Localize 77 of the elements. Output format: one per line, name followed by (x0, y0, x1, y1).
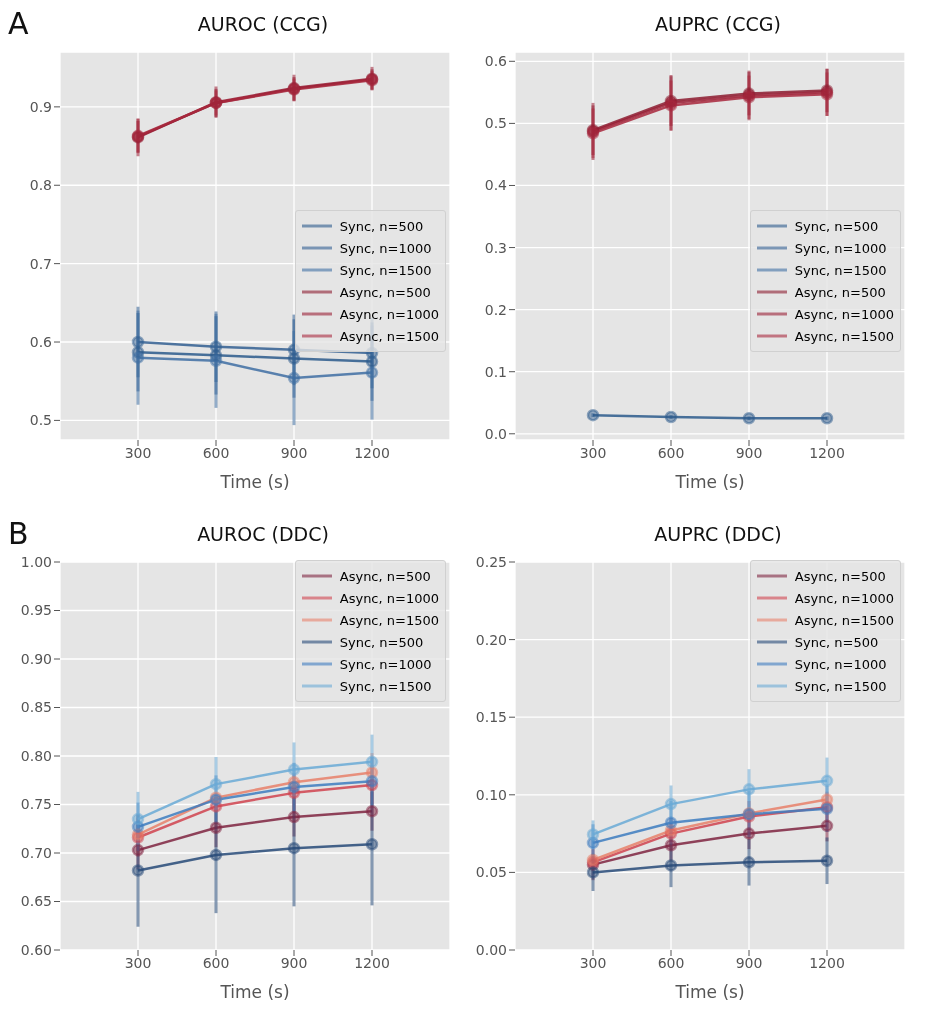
legend-label: Sync, n=500 (339, 218, 424, 234)
x-tick-label: 1200 (809, 954, 845, 971)
legend-label: Async, n=1500 (794, 612, 894, 628)
x-tick-label: 900 (735, 444, 763, 461)
y-tick-label: 0.60 (20, 941, 52, 958)
x-tick-label: 300 (579, 444, 607, 461)
legend-label: Async, n=1500 (794, 328, 894, 344)
legend-label: Async, n=1500 (339, 612, 439, 628)
y-tick-label: 0.15 (475, 709, 507, 726)
x-tick-label: 900 (735, 954, 763, 971)
legend-label: Sync, n=1000 (794, 656, 887, 672)
y-tick-label: 0.6 (484, 53, 508, 70)
x-axis-title: Time (s) (219, 982, 290, 1002)
legend-label: Sync, n=1500 (794, 678, 887, 694)
legend-label: Sync, n=1500 (339, 678, 432, 694)
x-tick-label: 600 (657, 444, 685, 461)
x-axis-title: Time (s) (219, 472, 290, 492)
x-tick-label: 300 (579, 954, 607, 971)
y-tick-label: 0.10 (475, 786, 507, 803)
legend-label: Sync, n=1000 (794, 240, 887, 256)
y-tick-label: 0.8 (29, 177, 52, 194)
y-tick-label: 0.4 (484, 177, 508, 194)
y-tick-label: 0.5 (484, 115, 507, 132)
x-tick-label: 1200 (809, 444, 845, 461)
chart-title: AUPRC (DDC) (653, 522, 783, 547)
y-tick-label: 0.6 (29, 333, 53, 350)
chart-title: AUROC (DDC) (197, 523, 329, 545)
y-tick-label: 0.25 (475, 553, 507, 570)
legend-label: Async, n=1000 (794, 306, 894, 322)
y-tick-label: 0.70 (20, 844, 52, 861)
x-tick-label: 900 (280, 444, 308, 461)
legend-label: Sync, n=1000 (339, 656, 432, 672)
y-tick-label: 0.85 (20, 699, 52, 716)
legend-label: Sync, n=1000 (339, 240, 432, 256)
legend-label: Async, n=500 (339, 568, 431, 584)
legend-label: Async, n=1000 (339, 306, 439, 322)
y-tick-label: 0.80 (20, 747, 52, 764)
y-tick-label: 0.05 (475, 864, 507, 881)
x-axis-title: Time (s) (674, 982, 745, 1002)
y-tick-label: 0.7 (29, 255, 52, 272)
y-tick-label: 0.20 (475, 631, 507, 648)
y-tick-label: 0.75 (20, 796, 52, 813)
y-tick-label: 0.65 (20, 893, 52, 910)
legend-label: Sync, n=1500 (794, 262, 887, 278)
legend-label: Async, n=500 (794, 568, 886, 584)
legend-label: Async, n=500 (794, 284, 886, 300)
x-tick-label: 1200 (354, 954, 390, 971)
x-tick-label: 300 (124, 954, 152, 971)
y-tick-label: 0.1 (484, 363, 507, 380)
chart-title: AUROC (CCG) (197, 13, 329, 35)
legend-label: Async, n=500 (339, 284, 431, 300)
y-tick-label: 0.9 (29, 98, 52, 115)
y-tick-label: 0.2 (484, 301, 507, 318)
legend-label: Async, n=1000 (794, 590, 894, 606)
text: B (8, 516, 29, 551)
x-tick-label: 300 (124, 444, 152, 461)
legend-label: Async, n=1500 (339, 328, 439, 344)
legend-label: Sync, n=500 (794, 634, 879, 650)
legend-label: Sync, n=500 (339, 634, 424, 650)
y-tick-label: 1.00 (20, 553, 52, 570)
legend-label: Async, n=1000 (339, 590, 439, 606)
x-axis-title: Time (s) (674, 472, 745, 492)
x-tick-label: 900 (280, 954, 308, 971)
x-tick-label: 600 (202, 444, 230, 461)
text: A (8, 6, 29, 41)
chart-title: AUPRC (CCG) (654, 12, 782, 37)
y-tick-label: 0.3 (484, 239, 507, 256)
y-tick-label: 0.95 (20, 602, 52, 619)
x-tick-label: 1200 (354, 444, 390, 461)
y-tick-label: 0.5 (29, 412, 52, 429)
y-tick-label: 0.00 (475, 941, 507, 958)
legend-label: Sync, n=500 (794, 218, 879, 234)
y-tick-label: 0.90 (20, 650, 52, 667)
y-tick-label: 0.0 (484, 425, 507, 442)
legend-label: Sync, n=1500 (339, 262, 432, 278)
x-tick-label: 600 (657, 954, 685, 971)
x-tick-label: 600 (202, 954, 230, 971)
